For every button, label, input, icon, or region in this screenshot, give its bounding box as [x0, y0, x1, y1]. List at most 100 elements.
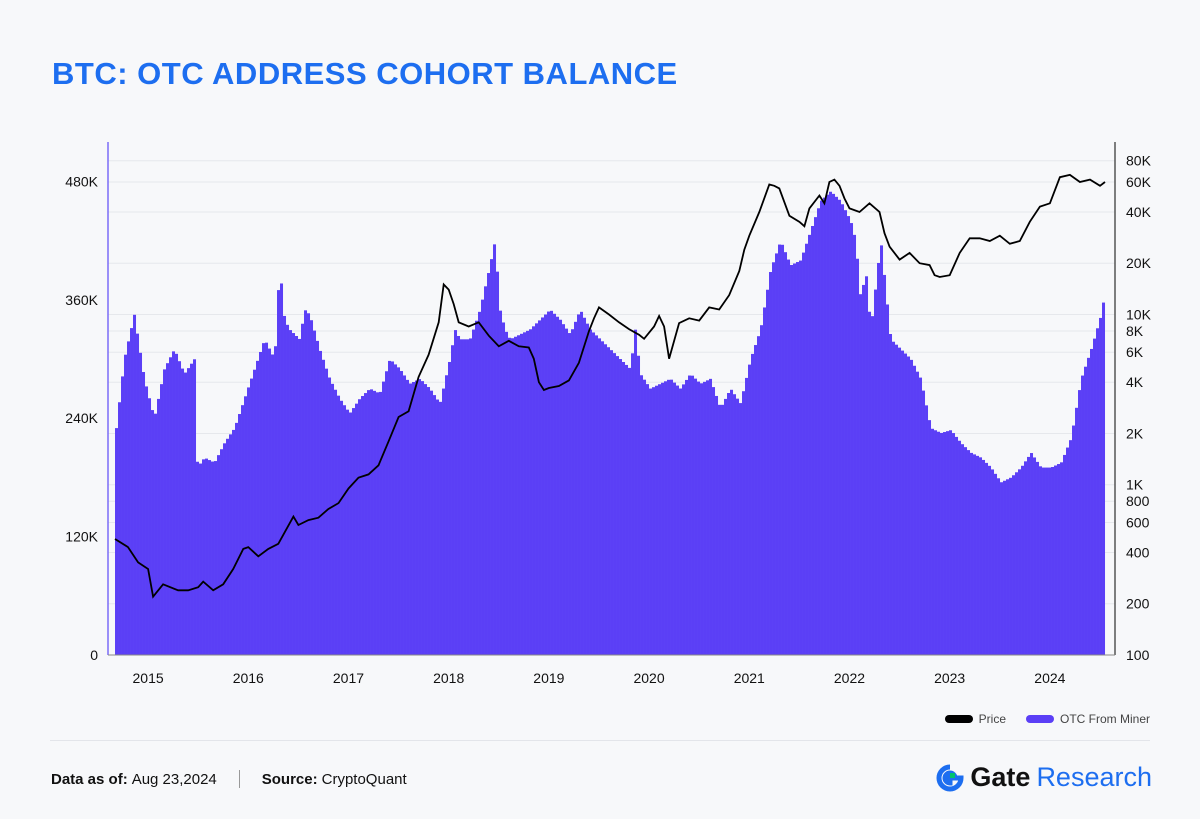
otc-bar	[232, 429, 236, 655]
otc-bar	[946, 431, 950, 655]
otc-bar	[457, 335, 461, 655]
otc-bar	[208, 460, 212, 655]
otc-bar	[499, 310, 503, 655]
otc-bar	[214, 461, 218, 655]
otc-bar	[892, 341, 896, 655]
otc-bar	[565, 328, 569, 655]
otc-bar	[307, 313, 311, 655]
otc-bar	[889, 334, 893, 655]
otc-bar	[595, 335, 599, 655]
otc-bar	[841, 204, 845, 655]
otc-bar	[613, 353, 617, 655]
right-tick-label: 80K	[1126, 153, 1152, 169]
otc-bar	[805, 243, 809, 655]
otc-bar	[949, 430, 953, 655]
otc-bar	[562, 324, 566, 655]
otc-bar	[262, 343, 266, 655]
otc-bar	[664, 381, 668, 655]
otc-bar	[838, 199, 842, 655]
otc-bar	[688, 375, 692, 655]
otc-bar	[667, 379, 671, 655]
x-tick-label: 2021	[734, 670, 765, 686]
otc-bar	[700, 383, 704, 655]
x-tick-label: 2020	[633, 670, 664, 686]
x-tick-label: 2018	[433, 670, 464, 686]
otc-bar	[1039, 466, 1043, 655]
otc-bar	[190, 363, 194, 655]
x-tick-label: 2016	[233, 670, 264, 686]
otc-bar	[202, 459, 206, 655]
otc-bar	[631, 353, 635, 655]
otc-bar	[454, 330, 458, 655]
source-value: CryptoQuant	[321, 770, 407, 788]
x-tick-label: 2019	[533, 670, 564, 686]
otc-bar	[115, 428, 119, 655]
otc-bar	[832, 193, 836, 655]
otc-bar	[793, 263, 797, 655]
otc-bar	[1048, 467, 1052, 655]
otc-bar	[919, 377, 923, 655]
legend-item-otc[interactable]: OTC From Miner	[1026, 712, 1150, 726]
otc-bar	[961, 444, 965, 655]
otc-bar	[796, 262, 800, 655]
otc-bar	[412, 382, 416, 655]
otc-bar	[835, 196, 839, 655]
legend-label-price: Price	[978, 712, 1006, 726]
otc-bar	[925, 405, 929, 655]
otc-bar	[799, 260, 803, 655]
otc-bar	[157, 398, 161, 655]
otc-bar	[733, 394, 737, 655]
otc-bar	[301, 323, 305, 655]
date-label: Data as of:	[51, 770, 128, 788]
otc-bar	[760, 325, 764, 655]
otc-bar	[175, 353, 179, 655]
otc-bar	[991, 469, 995, 655]
otc-bar	[1096, 328, 1100, 655]
legend-swatch-otc	[1026, 715, 1054, 723]
otc-bar	[964, 447, 968, 655]
otc-bar	[541, 317, 545, 655]
otc-bar	[1060, 462, 1064, 655]
otc-bar	[514, 336, 518, 655]
otc-bar	[751, 353, 755, 655]
left-tick-label: 480K	[65, 173, 98, 189]
otc-bar	[289, 330, 293, 655]
otc-bar	[1078, 390, 1082, 655]
otc-bar	[1018, 469, 1022, 655]
otc-bar	[880, 245, 884, 655]
otc-bar	[229, 434, 233, 655]
right-tick-label: 6K	[1126, 344, 1144, 360]
otc-bar	[958, 440, 962, 655]
otc-bar	[643, 379, 647, 655]
otc-bar	[364, 393, 368, 655]
otc-bar	[277, 290, 281, 655]
legend-item-price[interactable]: Price	[944, 712, 1006, 726]
right-tick-label: 60K	[1126, 174, 1152, 190]
otc-bar	[592, 332, 596, 655]
otc-bar	[379, 391, 383, 655]
otc-bar	[1030, 453, 1034, 655]
otc-bar	[943, 432, 947, 655]
otc-bar	[373, 390, 377, 655]
x-tick-label: 2023	[934, 670, 965, 686]
otc-bar	[895, 344, 899, 655]
otc-bar	[145, 386, 149, 655]
otc-bar	[160, 384, 164, 655]
otc-bar	[907, 356, 911, 655]
otc-bar	[877, 262, 881, 655]
right-tick-label: 8K	[1126, 323, 1144, 339]
date-value: Aug 23,2024	[131, 770, 217, 788]
otc-bar	[382, 381, 386, 655]
otc-bar	[808, 234, 812, 655]
otc-bar	[622, 361, 626, 655]
otc-bar	[736, 398, 740, 655]
otc-bar	[1054, 465, 1058, 655]
otc-bar	[1024, 461, 1028, 655]
right-tick-label: 1K	[1126, 477, 1144, 493]
otc-bar	[1015, 472, 1019, 655]
otc-bar	[649, 388, 653, 655]
otc-bar	[934, 430, 938, 655]
otc-bar	[937, 431, 941, 655]
otc-bar	[469, 338, 473, 655]
otc-bar	[553, 313, 557, 655]
